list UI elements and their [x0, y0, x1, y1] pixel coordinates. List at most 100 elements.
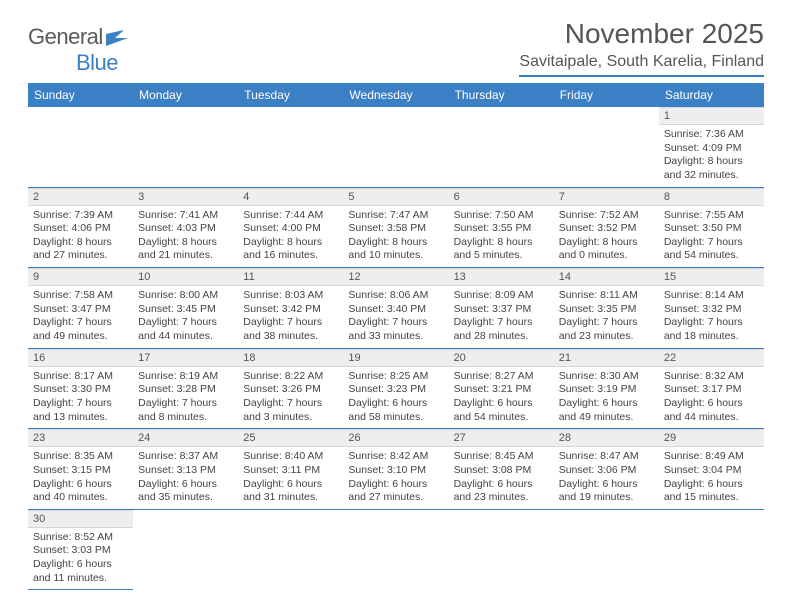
day-number: 23 — [28, 429, 133, 447]
sunrise-line: Sunrise: 7:41 AM — [138, 209, 233, 223]
day-number: 3 — [133, 188, 238, 206]
sunrise-line: Sunrise: 8:52 AM — [33, 531, 128, 545]
day-number: 20 — [449, 349, 554, 367]
calendar-cell — [554, 509, 659, 590]
calendar-cell — [133, 509, 238, 590]
sunrise-line: Sunrise: 7:44 AM — [243, 209, 338, 223]
calendar-cell: 24Sunrise: 8:37 AMSunset: 3:13 PMDayligh… — [133, 429, 238, 510]
daylight-line: Daylight: 7 hours and 3 minutes. — [243, 397, 338, 424]
calendar-cell: 4 Sunrise: 7:44 AMSunset: 4:00 PMDaylight… — [238, 187, 343, 268]
daylight-line: Daylight: 6 hours and 58 minutes. — [348, 397, 443, 424]
day-details: Sunrise: 7:58 AMSunset: 3:47 PMDaylight:… — [28, 286, 133, 348]
weekday-header: Wednesday — [343, 83, 448, 107]
day-details: Sunrise: 7:39 AMSunset: 4:06 PMDaylight:… — [28, 206, 133, 268]
calendar-cell: 18Sunrise: 8:22 AMSunset: 3:26 PMDayligh… — [238, 348, 343, 429]
daylight-line: Daylight: 6 hours and 31 minutes. — [243, 478, 338, 505]
day-details: Sunrise: 7:52 AMSunset: 3:52 PMDaylight:… — [554, 206, 659, 268]
sunrise-line: Sunrise: 7:55 AM — [664, 209, 759, 223]
calendar-cell: 15 Sunrise: 8:14 AMSunset: 3:32 PMDayligh… — [659, 268, 764, 349]
calendar-page: General Blue November 2025 Savitaipale, … — [0, 0, 792, 600]
daylight-line: Daylight: 6 hours and 27 minutes. — [348, 478, 443, 505]
sunset-line: Sunset: 3:47 PM — [33, 303, 128, 317]
sunset-line: Sunset: 3:32 PM — [664, 303, 759, 317]
sunset-line: Sunset: 3:28 PM — [138, 383, 233, 397]
sunset-line: Sunset: 3:58 PM — [348, 222, 443, 236]
sunset-line: Sunset: 4:03 PM — [138, 222, 233, 236]
daylight-line: Daylight: 6 hours and 15 minutes. — [664, 478, 759, 505]
day-number: 18 — [238, 349, 343, 367]
day-details: Sunrise: 8:32 AMSunset: 3:17 PMDaylight:… — [659, 367, 764, 429]
daylight-line: Daylight: 6 hours and 40 minutes. — [33, 478, 128, 505]
sunset-line: Sunset: 3:13 PM — [138, 464, 233, 478]
calendar-cell: 28Sunrise: 8:47 AMSunset: 3:06 PMDayligh… — [554, 429, 659, 510]
day-number: 4 — [238, 188, 343, 206]
day-number: 15 — [659, 268, 764, 286]
day-number: 26 — [343, 429, 448, 447]
day-number: 25 — [238, 429, 343, 447]
day-details: Sunrise: 8:35 AMSunset: 3:15 PMDaylight:… — [28, 447, 133, 509]
location-text: Savitaipale, South Karelia, Finland — [519, 53, 764, 77]
day-number: 7 — [554, 188, 659, 206]
sunrise-line: Sunrise: 8:30 AM — [559, 370, 654, 384]
daylight-line: Daylight: 8 hours and 0 minutes. — [559, 236, 654, 263]
daylight-line: Daylight: 6 hours and 49 minutes. — [559, 397, 654, 424]
calendar-cell: 19Sunrise: 8:25 AMSunset: 3:23 PMDayligh… — [343, 348, 448, 429]
sunrise-line: Sunrise: 8:40 AM — [243, 450, 338, 464]
calendar-cell: 21Sunrise: 8:30 AMSunset: 3:19 PMDayligh… — [554, 348, 659, 429]
sunset-line: Sunset: 3:37 PM — [454, 303, 549, 317]
calendar-header-row: SundayMondayTuesdayWednesdayThursdayFrid… — [28, 83, 764, 107]
day-number: 21 — [554, 349, 659, 367]
calendar-cell — [343, 509, 448, 590]
sunset-line: Sunset: 3:35 PM — [559, 303, 654, 317]
sunset-line: Sunset: 4:06 PM — [33, 222, 128, 236]
calendar-cell — [133, 107, 238, 187]
calendar-cell: 13Sunrise: 8:09 AMSunset: 3:37 PMDayligh… — [449, 268, 554, 349]
sunrise-line: Sunrise: 8:37 AM — [138, 450, 233, 464]
sunrise-line: Sunrise: 8:22 AM — [243, 370, 338, 384]
sunrise-line: Sunrise: 8:14 AM — [664, 289, 759, 303]
day-number: 27 — [449, 429, 554, 447]
weekday-header: Friday — [554, 83, 659, 107]
daylight-line: Daylight: 8 hours and 16 minutes. — [243, 236, 338, 263]
calendar-cell: 27Sunrise: 8:45 AMSunset: 3:08 PMDayligh… — [449, 429, 554, 510]
weekday-header: Thursday — [449, 83, 554, 107]
calendar-cell: 12Sunrise: 8:06 AMSunset: 3:40 PMDayligh… — [343, 268, 448, 349]
day-number: 9 — [28, 268, 133, 286]
daylight-line: Daylight: 6 hours and 19 minutes. — [559, 478, 654, 505]
calendar-cell: 9Sunrise: 7:58 AMSunset: 3:47 PMDaylight… — [28, 268, 133, 349]
day-details: Sunrise: 8:52 AMSunset: 3:03 PMDaylight:… — [28, 528, 133, 590]
daylight-line: Daylight: 7 hours and 8 minutes. — [138, 397, 233, 424]
daylight-line: Daylight: 6 hours and 54 minutes. — [454, 397, 549, 424]
calendar-cell: 26Sunrise: 8:42 AMSunset: 3:10 PMDayligh… — [343, 429, 448, 510]
sunset-line: Sunset: 4:00 PM — [243, 222, 338, 236]
weekday-header: Tuesday — [238, 83, 343, 107]
day-details: Sunrise: 8:25 AMSunset: 3:23 PMDaylight:… — [343, 367, 448, 429]
sunrise-line: Sunrise: 8:11 AM — [559, 289, 654, 303]
sunrise-line: Sunrise: 7:52 AM — [559, 209, 654, 223]
day-details: Sunrise: 8:49 AMSunset: 3:04 PMDaylight:… — [659, 447, 764, 509]
sunrise-line: Sunrise: 8:25 AM — [348, 370, 443, 384]
brand-logo: General Blue — [28, 24, 128, 76]
daylight-line: Daylight: 7 hours and 18 minutes. — [664, 316, 759, 343]
day-details: Sunrise: 8:30 AMSunset: 3:19 PMDaylight:… — [554, 367, 659, 429]
calendar-table: SundayMondayTuesdayWednesdayThursdayFrid… — [28, 83, 764, 590]
day-number: 24 — [133, 429, 238, 447]
calendar-cell: 14Sunrise: 8:11 AMSunset: 3:35 PMDayligh… — [554, 268, 659, 349]
day-number: 10 — [133, 268, 238, 286]
daylight-line: Daylight: 7 hours and 33 minutes. — [348, 316, 443, 343]
sunset-line: Sunset: 3:23 PM — [348, 383, 443, 397]
daylight-line: Daylight: 8 hours and 21 minutes. — [138, 236, 233, 263]
day-number: 1 — [659, 107, 764, 125]
day-number: 12 — [343, 268, 448, 286]
day-details: Sunrise: 8:17 AMSunset: 3:30 PMDaylight:… — [28, 367, 133, 429]
sunset-line: Sunset: 3:21 PM — [454, 383, 549, 397]
weekday-header: Saturday — [659, 83, 764, 107]
day-details: Sunrise: 7:47 AMSunset: 3:58 PMDaylight:… — [343, 206, 448, 268]
weekday-header: Sunday — [28, 83, 133, 107]
day-details: Sunrise: 7:50 AMSunset: 3:55 PMDaylight:… — [449, 206, 554, 268]
day-details: Sunrise: 8:09 AMSunset: 3:37 PMDaylight:… — [449, 286, 554, 348]
daylight-line: Daylight: 6 hours and 23 minutes. — [454, 478, 549, 505]
logo-text: General Blue — [28, 24, 128, 76]
sunset-line: Sunset: 3:11 PM — [243, 464, 338, 478]
sunset-line: Sunset: 3:03 PM — [33, 544, 128, 558]
